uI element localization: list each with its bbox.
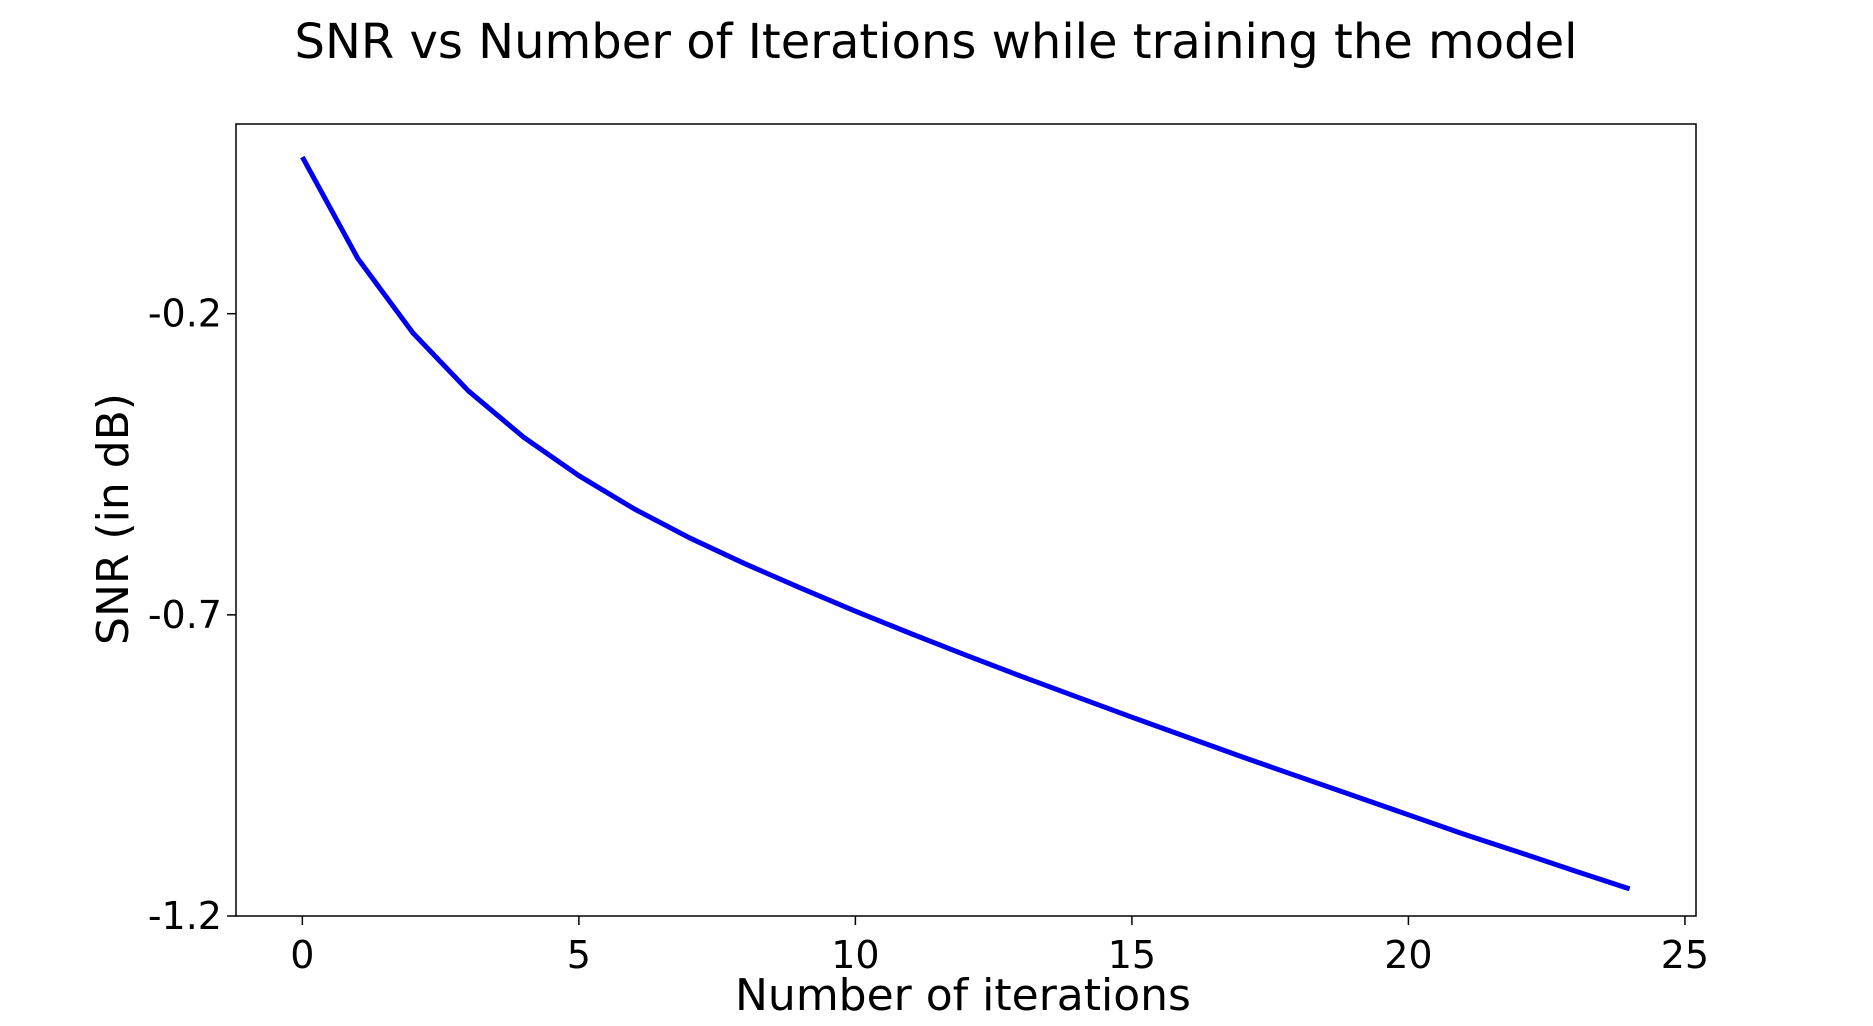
y-tick-label: -0.7 bbox=[148, 593, 222, 637]
x-tick-label: 5 bbox=[567, 933, 591, 977]
x-tick-label: 10 bbox=[831, 933, 879, 977]
chart-title: SNR vs Number of Iterations while traini… bbox=[295, 14, 1578, 70]
plot-frame bbox=[235, 123, 1697, 917]
y-tick-label: -0.2 bbox=[148, 292, 222, 336]
y-axis: -0.2 -0.7 -1.2 bbox=[148, 292, 236, 938]
y-axis-label: SNR (in dB) bbox=[88, 393, 139, 645]
series-line bbox=[300, 155, 1631, 892]
y-tick-label: -1.2 bbox=[148, 894, 222, 938]
x-tick-label: 25 bbox=[1661, 933, 1709, 977]
x-tick-label: 15 bbox=[1108, 933, 1156, 977]
x-tick-label: 20 bbox=[1384, 933, 1432, 977]
plot-area bbox=[235, 123, 1697, 917]
x-axis-label: Number of iterations bbox=[735, 970, 1191, 1021]
x-tick-label: 0 bbox=[290, 933, 314, 977]
x-axis: 0 5 10 15 20 25 bbox=[290, 916, 1709, 977]
